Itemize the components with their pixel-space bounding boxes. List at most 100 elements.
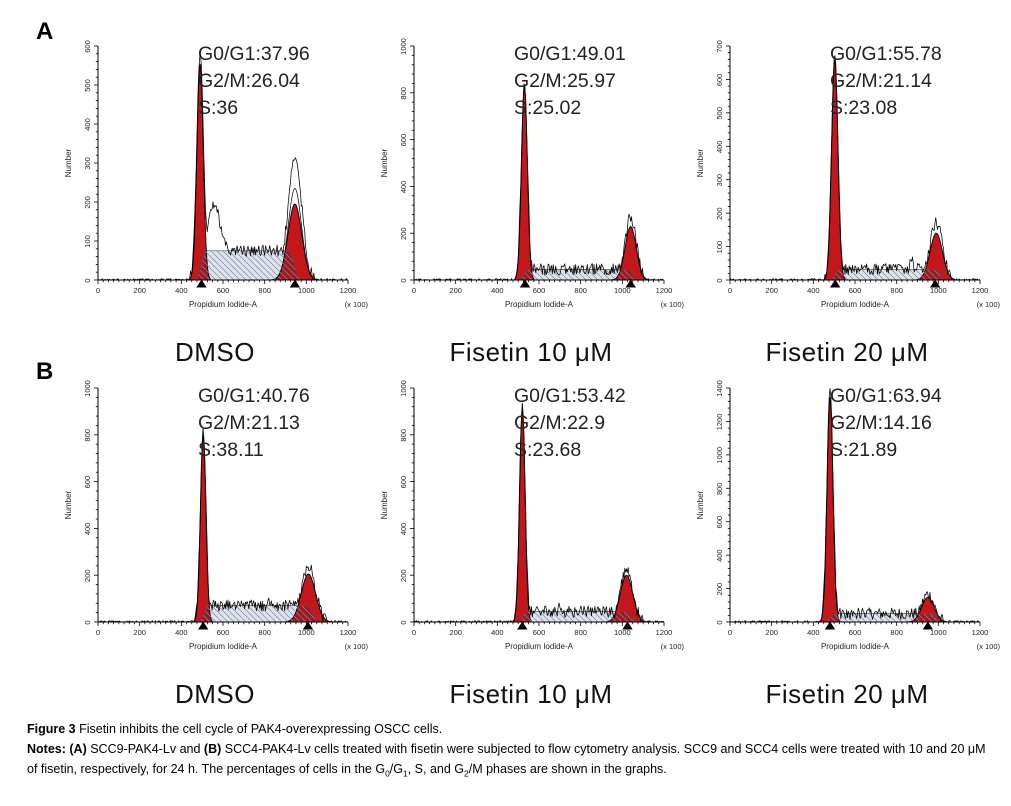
x-tick-label: 200 [133,286,146,295]
y-tick-label: 100 [715,241,724,254]
x-tick-label: 200 [133,628,146,637]
chart-A-3: 0 100 200 300 400 500 600 700 0 200 400 600 800 1000 1… [682,30,1001,368]
x-tick-label: 800 [574,628,587,637]
ticks [726,45,981,284]
g1-peak [193,434,213,623]
x-tick-label: 1000 [930,286,947,295]
x-axis-label: Propidium Iodide-A [189,300,258,309]
x-tick-label: 1000 [298,628,315,637]
g1-position-marker [517,621,528,630]
g1-position-marker [519,279,531,288]
g1-position-marker [198,621,209,630]
x-tick-label: 800 [890,286,903,295]
y-tick-label: 800 [83,429,92,442]
ticks [94,387,349,626]
flow-histogram-svg: 0 200 400 600 800 1000 0 200 400 600 800 1000 1200 Nu… [380,380,685,651]
y-tick-label: 800 [399,429,408,442]
annotation-g0g1: G0/G1:37.96 [198,43,310,65]
y-tick-label: 0 [83,278,92,282]
x-scale-note: (x 100) [345,300,369,309]
x-tick-label: 600 [849,286,862,295]
x-tick-label: 1000 [614,628,631,637]
x-axis-label: Propidium Iodide-A [189,642,258,651]
ticks [410,45,665,284]
panel-label-b: B [36,358,54,385]
y-tick-label: 400 [715,141,724,154]
x-axis-label: Propidium Iodide-A [821,642,890,651]
y-axis-label: Number [696,148,705,177]
g1-position-marker [824,621,836,630]
x-tick-label: 200 [449,628,462,637]
x-scale-note: (x 100) [661,300,685,309]
x-tick-label: 0 [728,628,732,637]
x-axis-label: Propidium Iodide-A [821,300,890,309]
y-tick-label: 800 [715,483,724,496]
y-tick-label: 0 [715,620,724,624]
y-tick-label: 300 [83,157,92,170]
annotation-g2m: G2/M:21.13 [198,412,300,434]
y-tick-label: 400 [83,523,92,536]
x-tick-label: 400 [491,628,504,637]
x-tick-label: 800 [258,628,271,637]
y-tick-label: 500 [83,79,92,92]
y-tick-label: 200 [399,569,408,582]
annotation-g2m: G2/M:14.16 [830,412,932,434]
x-tick-label: 0 [412,286,416,295]
x-scale-note: (x 100) [977,642,1001,651]
x-tick-label: 400 [807,286,820,295]
s-phase-region [197,605,319,623]
annotation-s: S:23.68 [514,439,581,461]
y-axis-label: Number [380,148,389,177]
panel-label-a: A [36,18,54,45]
annotation-s: S:23.08 [830,97,897,119]
g1-position-marker [196,279,207,288]
x-tick-label: 0 [412,628,416,637]
y-tick-label: 600 [399,476,408,489]
x-tick-label: 0 [728,286,732,295]
x-tick-label: 1000 [930,628,947,637]
y-tick-label: 700 [715,40,724,53]
x-tick-label: 600 [217,628,230,637]
x-tick-label: 800 [890,628,903,637]
y-tick-label: 200 [715,207,724,220]
x-tick-label: 1000 [614,286,631,295]
flow-histogram-svg: 0 100 200 300 400 500 600 700 0 200 400 600 800 1000 1… [696,40,1001,309]
annotation-s: S:36 [198,97,238,119]
flow-histogram-svg: 0 200 400 600 800 1000 0 200 400 600 800 1000 1200 Nu… [64,380,369,651]
y-tick-label: 1000 [715,447,724,464]
y-tick-label: 600 [399,134,408,147]
treatment-title: Fisetin 20 μM [765,337,929,367]
annotation-g0g1: G0/G1:40.76 [198,385,310,407]
y-tick-label: 100 [83,235,92,248]
x-tick-label: 1200 [340,286,357,295]
x-scale-note: (x 100) [977,300,1001,309]
treatment-title: DMSO [175,679,255,709]
y-tick-label: 0 [715,278,724,282]
ticks [726,387,981,626]
annotation-g2m: G2/M:21.14 [830,70,932,92]
g2-position-marker [922,621,934,630]
x-tick-label: 0 [96,628,100,637]
y-tick-label: 1200 [715,414,724,431]
y-tick-label: 1000 [83,380,92,397]
caption-notes: Notes: (A) SCC9-PAK4-Lv and (B) SCC4-PAK… [27,742,986,779]
y-tick-label: 200 [83,569,92,582]
chart-A-2: 0 200 400 600 800 1000 0 200 400 600 800 1000 1200 Nu… [366,30,685,368]
x-tick-label: 800 [258,286,271,295]
y-tick-label: 600 [715,516,724,529]
chart-B-1: 0 200 400 600 800 1000 0 200 400 600 800 1000 1200 Nu… [50,372,369,710]
x-tick-label: 1000 [298,286,315,295]
y-tick-label: 0 [399,278,408,282]
ticks [94,45,349,284]
x-tick-label: 200 [765,628,778,637]
panel-b-chart-row: 0 200 400 600 800 1000 0 200 400 600 800 1000 1200 Nu… [50,372,1001,710]
x-tick-label: 400 [175,628,188,637]
x-tick-label: 0 [96,286,100,295]
x-tick-label: 200 [765,286,778,295]
g2-position-marker [289,279,301,288]
x-tick-label: 1200 [656,286,673,295]
x-tick-label: 200 [449,286,462,295]
annotation-g2m: G2/M:26.04 [198,70,300,92]
annotation-g0g1: G0/G1:49.01 [514,43,626,65]
